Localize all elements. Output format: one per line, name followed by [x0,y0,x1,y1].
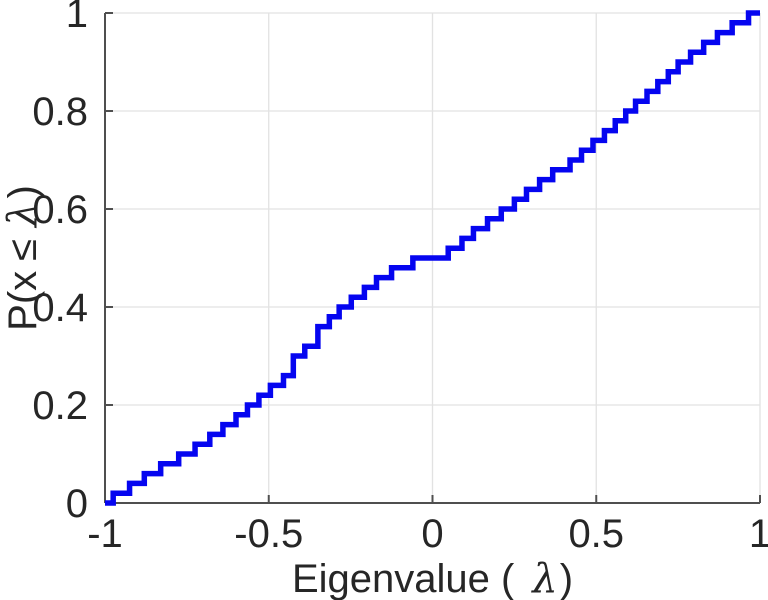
x-axis-label: Eigenvalue ( λ) [292,556,573,600]
x-tick-label: -0.5 [234,512,303,556]
x-tick-label: 0 [421,512,443,556]
leq-symbol: ≤ [1,239,45,261]
y-tick-label: 0.8 [32,90,88,134]
y-axis-label-text: P(x [1,271,45,331]
y-tick-label: 1 [66,0,88,36]
y-axis-label: P(x ≤ λ) [0,185,46,331]
x-axis-label-close: ) [560,557,573,600]
y-tick-label: 0 [66,482,88,526]
lambda-symbol: λ [530,556,557,600]
lambda-symbol: λ [0,202,46,229]
cdf-stairs-line [105,10,760,506]
y-tick-label: 0.4 [32,286,88,330]
x-tick-label: -1 [87,512,123,556]
y-tick-label: 0.6 [32,188,88,232]
x-tick-label: 0.5 [568,512,624,556]
y-tick-label: 0.2 [32,384,88,428]
x-axis-label-text: Eigenvalue ( [292,557,515,600]
y-axis-label-close: ) [1,185,45,198]
x-tick-label: 1 [749,512,768,556]
